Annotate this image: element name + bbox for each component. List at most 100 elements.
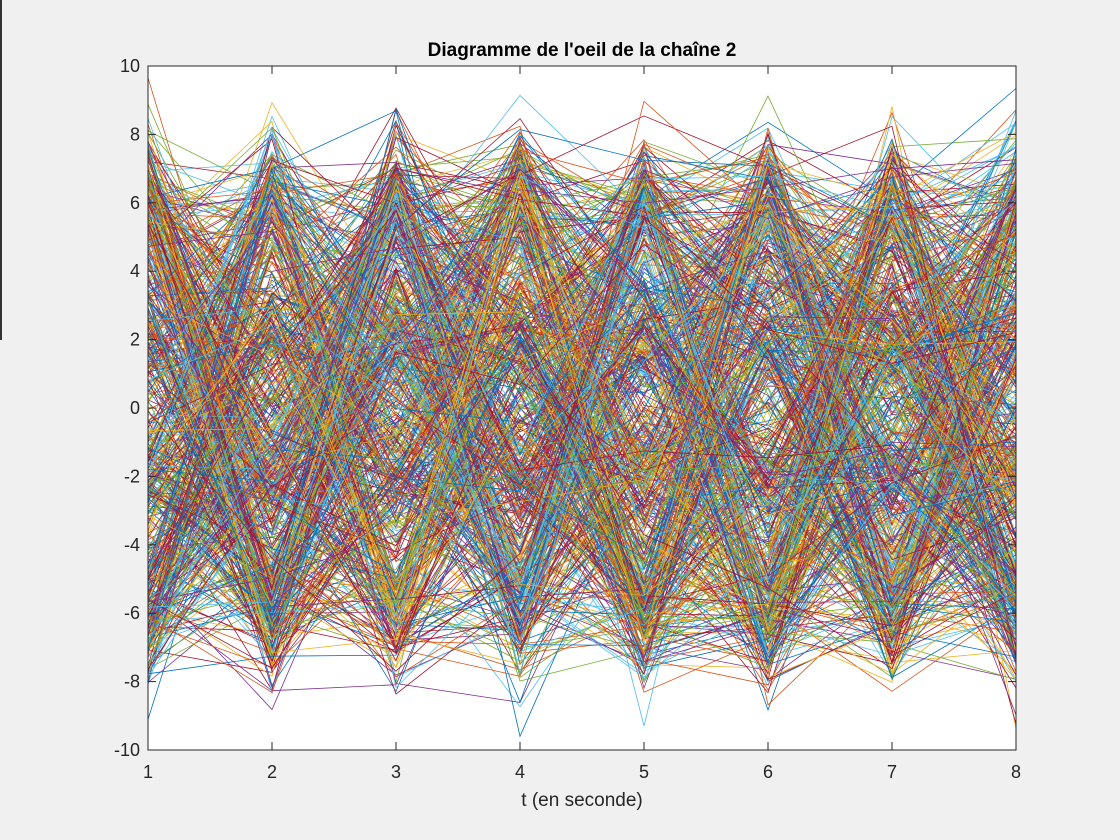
series-line [147, 192, 1017, 675]
series-line [147, 149, 1017, 617]
series-line [147, 181, 1017, 608]
series-line [147, 251, 1017, 610]
series-line [147, 167, 1017, 545]
series-line [147, 150, 1017, 652]
series-line [147, 174, 1017, 444]
y-tick-label: 10 [120, 56, 140, 76]
x-tick-label: 4 [515, 762, 525, 782]
series-line [147, 200, 1017, 664]
series-line [147, 139, 1017, 650]
series-line [147, 206, 1017, 669]
series-group [147, 77, 1017, 738]
series-line [147, 198, 1017, 660]
y-tick-label: 8 [130, 124, 140, 144]
series-line [147, 122, 1017, 641]
series-line [147, 165, 1017, 597]
series-line [147, 156, 1017, 644]
chart-title: Diagramme de l'oeil de la chaîne 2 [428, 40, 737, 61]
series-line [147, 132, 1017, 654]
series-line [147, 257, 1017, 518]
series-line [147, 120, 1017, 630]
series-line [147, 158, 1017, 613]
y-tick-label: -10 [114, 740, 140, 760]
series-line [147, 189, 1017, 603]
series-line [147, 144, 1017, 654]
series-line [147, 191, 1017, 663]
series-line [147, 159, 1017, 637]
series-line [147, 185, 1017, 638]
series-line [147, 171, 1017, 561]
series-line [147, 107, 1017, 611]
series-line [147, 185, 1017, 675]
series-line [147, 245, 1017, 644]
series-line [147, 217, 1017, 657]
series-line [147, 204, 1017, 605]
series-line [147, 173, 1017, 629]
x-tick-label: 7 [887, 762, 897, 782]
series-line [147, 171, 1017, 596]
series-line [147, 132, 1017, 585]
x-tick-label: 1 [143, 762, 153, 782]
series-line [147, 94, 1017, 483]
series-line [147, 199, 1017, 596]
series-line [147, 193, 1017, 651]
series-line [147, 173, 1017, 599]
series-line [147, 101, 1017, 641]
series-line [147, 162, 1017, 674]
series-line [147, 248, 1017, 682]
series-line [147, 166, 1017, 693]
x-tick-label: 8 [1011, 762, 1021, 782]
series-line [147, 171, 1017, 647]
series-line [147, 132, 1017, 639]
series-line [147, 155, 1017, 553]
series-line [147, 324, 1017, 658]
series-line [147, 144, 1017, 349]
series-line [147, 177, 1017, 598]
series-line [147, 193, 1017, 572]
series-line [147, 100, 1017, 583]
series-line [147, 176, 1017, 627]
series-line [147, 200, 1017, 663]
x-tick-label: 3 [391, 762, 401, 782]
x-tick-label: 5 [639, 762, 649, 782]
series-line [147, 135, 1017, 681]
series-line [147, 209, 1017, 578]
series-line [147, 180, 1017, 645]
series-line [147, 126, 1017, 629]
series-line [147, 168, 1017, 575]
series-line [147, 125, 1017, 670]
series-line [147, 127, 1017, 635]
series-line [147, 196, 1017, 621]
series-line [147, 181, 1017, 641]
series-line [147, 178, 1017, 590]
window-edge [0, 0, 2, 340]
y-tick-label: 4 [130, 261, 140, 281]
ticks-group: 1 2 3 4 5 6 7 8 -10 -8 -6 -4 -2 0 2 4 6 8 10 [114, 56, 1021, 782]
series-line [147, 307, 1017, 679]
y-tick-label: -6 [124, 603, 140, 623]
series-line [147, 121, 1017, 505]
series-line [147, 155, 1017, 623]
series-line [147, 178, 1017, 608]
series-line [147, 244, 1017, 662]
series-line [147, 201, 1017, 665]
series-line [147, 189, 1017, 598]
series-line [147, 165, 1017, 602]
y-tick-label: -2 [124, 466, 140, 486]
series-line [147, 177, 1017, 574]
series-line [147, 191, 1017, 633]
series-line [147, 188, 1017, 645]
series-line [147, 312, 1017, 616]
series-line [147, 339, 1017, 616]
series-line [147, 467, 1017, 640]
series-line [147, 215, 1017, 676]
series-line [147, 261, 1017, 586]
series-line [147, 159, 1017, 659]
series-line [147, 168, 1017, 609]
series-line [147, 215, 1017, 727]
series-line [147, 205, 1017, 637]
series-line [147, 255, 1017, 615]
series-line [147, 233, 1017, 656]
series-line [147, 146, 1017, 666]
